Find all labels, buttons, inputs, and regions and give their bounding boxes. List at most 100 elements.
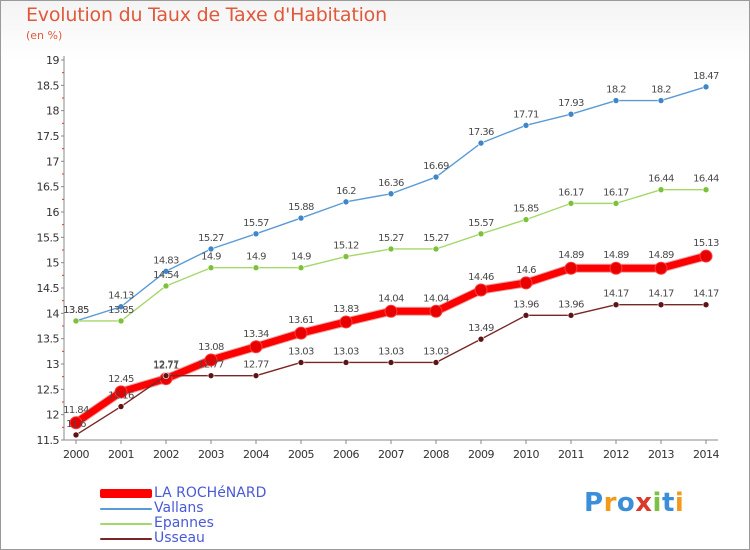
data-label: 12.16 bbox=[108, 391, 134, 402]
y-minor-tick bbox=[62, 198, 64, 200]
x-tick-label: 2008 bbox=[423, 448, 449, 461]
data-point bbox=[522, 216, 530, 223]
data-label: 15.27 bbox=[198, 233, 224, 244]
data-label: 14.89 bbox=[648, 250, 674, 261]
data-label: 18.2 bbox=[651, 85, 671, 96]
data-point bbox=[297, 264, 305, 272]
data-point bbox=[117, 303, 125, 311]
data-point bbox=[612, 200, 620, 207]
data-label: 13.96 bbox=[513, 299, 539, 310]
data-point bbox=[339, 315, 353, 329]
data-label: 16.17 bbox=[603, 187, 629, 198]
logo-letter: x bbox=[635, 488, 653, 518]
data-point bbox=[702, 301, 710, 309]
data-point bbox=[519, 276, 533, 290]
data-point bbox=[162, 267, 170, 275]
data-point bbox=[207, 372, 215, 379]
data-point bbox=[609, 261, 623, 275]
data-point bbox=[207, 245, 215, 253]
y-minor-tick bbox=[62, 72, 64, 74]
y-tick-label: 16.5 bbox=[37, 181, 60, 194]
chart-title: Evolution du Taux de Taxe d'Habitation bbox=[26, 4, 387, 26]
data-label: 13.08 bbox=[198, 342, 224, 353]
x-tick-label: 2004 bbox=[243, 448, 269, 461]
data-label: 14.9 bbox=[201, 252, 221, 263]
data-point bbox=[342, 198, 350, 206]
data-point bbox=[567, 312, 575, 319]
data-label: 15.12 bbox=[333, 241, 359, 252]
data-point bbox=[387, 190, 395, 198]
y-minor-tick bbox=[62, 350, 64, 352]
legend-label: LA ROCHéNARD bbox=[154, 485, 267, 501]
data-label: 14.83 bbox=[153, 255, 179, 266]
data-point bbox=[297, 359, 305, 366]
data-point bbox=[612, 97, 620, 104]
x-tick-label: 2012 bbox=[603, 448, 629, 461]
data-label: 13.85 bbox=[63, 305, 89, 316]
data-label: 14.6 bbox=[516, 265, 536, 276]
x-tick-label: 2009 bbox=[468, 448, 494, 461]
data-label: 14.04 bbox=[423, 293, 449, 304]
data-point bbox=[207, 264, 215, 272]
x-tick-label: 2006 bbox=[333, 448, 359, 461]
logo-letter: i bbox=[674, 488, 685, 518]
data-point bbox=[612, 301, 620, 309]
data-label: 14.54 bbox=[153, 270, 179, 281]
data-label: 15.57 bbox=[468, 218, 494, 229]
data-label: 13.03 bbox=[378, 346, 404, 357]
data-label: 17.93 bbox=[558, 98, 584, 109]
data-label: 13.85 bbox=[108, 305, 134, 316]
x-tick-label: 2007 bbox=[378, 448, 404, 461]
data-point bbox=[657, 97, 665, 104]
data-point bbox=[522, 122, 530, 129]
data-point bbox=[387, 245, 395, 253]
data-label: 15.85 bbox=[513, 204, 539, 215]
y-tick-label: 18.5 bbox=[37, 79, 60, 92]
data-label: 16.44 bbox=[648, 174, 674, 185]
data-point bbox=[432, 245, 440, 253]
data-label: 14.9 bbox=[246, 252, 266, 263]
legend-swatch bbox=[100, 508, 152, 510]
data-label: 18.47 bbox=[693, 71, 719, 82]
y-minor-tick bbox=[62, 249, 64, 251]
data-label: 14.13 bbox=[108, 291, 134, 302]
data-label: 12.71 bbox=[153, 361, 179, 372]
series-line-shadow bbox=[71, 251, 711, 428]
y-minor-tick bbox=[62, 224, 64, 226]
data-label: 13.03 bbox=[423, 346, 449, 357]
y-minor-tick bbox=[62, 97, 64, 99]
data-label: 16.17 bbox=[558, 187, 584, 198]
x-tick-label: 2003 bbox=[198, 448, 224, 461]
legend-label: Vallans bbox=[154, 500, 204, 516]
data-label: 15.27 bbox=[378, 233, 404, 244]
data-point bbox=[204, 353, 218, 367]
y-tick-label: 15 bbox=[46, 257, 59, 270]
data-label: 12.77 bbox=[153, 360, 179, 371]
data-point bbox=[564, 261, 578, 275]
data-label: 13.03 bbox=[288, 346, 314, 357]
data-label: 12.77 bbox=[243, 360, 269, 371]
data-point bbox=[249, 340, 263, 354]
y-tick-label: 13 bbox=[46, 358, 59, 371]
legend-label: Epannes bbox=[154, 515, 214, 531]
y-tick-label: 12 bbox=[46, 409, 59, 422]
data-point bbox=[477, 230, 485, 238]
x-tick-label: 2001 bbox=[108, 448, 134, 461]
logo-letter: P bbox=[584, 488, 604, 518]
data-label: 13.83 bbox=[333, 304, 359, 315]
data-label: 12.45 bbox=[108, 374, 134, 385]
data-label: 15.27 bbox=[423, 233, 449, 244]
data-point bbox=[252, 372, 260, 379]
data-point bbox=[114, 385, 128, 399]
data-label: 14.17 bbox=[648, 289, 674, 300]
data-point bbox=[252, 264, 260, 272]
data-point bbox=[702, 186, 710, 194]
data-point bbox=[384, 304, 398, 318]
y-minor-tick bbox=[62, 148, 64, 150]
data-label: 13.61 bbox=[288, 315, 314, 326]
legend-swatch bbox=[100, 489, 152, 498]
x-tick-label: 2014 bbox=[693, 448, 719, 461]
data-point bbox=[162, 282, 170, 290]
y-tick-label: 17.5 bbox=[37, 130, 60, 143]
